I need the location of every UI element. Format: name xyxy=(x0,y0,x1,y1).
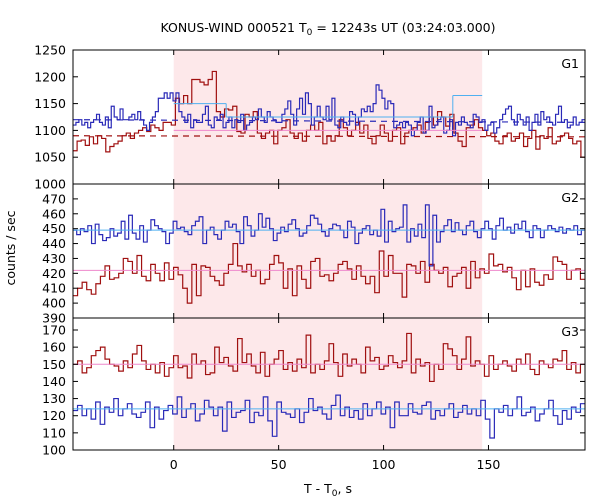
y-tick-label: 460 xyxy=(42,206,66,221)
y-tick-label: 420 xyxy=(42,266,66,281)
panel-label: G3 xyxy=(561,324,579,339)
y-tick-label: 150 xyxy=(42,357,66,372)
series-dark-red xyxy=(73,332,585,383)
y-tick-label: 1150 xyxy=(34,96,66,111)
y-tick-label: 140 xyxy=(42,374,66,389)
y-tick-label: 1250 xyxy=(34,43,66,58)
y-tick-label: 1200 xyxy=(34,69,66,84)
y-tick-label: 160 xyxy=(42,340,66,355)
y-tick-label: 120 xyxy=(42,408,66,423)
y-tick-label: 1050 xyxy=(34,150,66,165)
panel-label: G1 xyxy=(561,56,579,71)
panel-g1: 1000 1050 1100 1150 1200 1250 G1 xyxy=(34,43,586,192)
x-tick-label: 150 xyxy=(477,457,501,472)
title-main: KONUS-WIND 000521 T xyxy=(160,20,306,35)
x-tick-label: 50 xyxy=(271,457,287,472)
series-dark-red xyxy=(73,70,585,158)
chart-title: KONUS-WIND 000521 T0 = 12243s UT (03:24:… xyxy=(160,20,495,38)
y-tick-label: 400 xyxy=(42,296,66,311)
y-tick-label: 410 xyxy=(42,281,66,296)
y-tick-label: 1000 xyxy=(34,177,66,192)
y-tick-label: 430 xyxy=(42,251,66,266)
series-blue xyxy=(73,394,585,439)
y-tick-label: 390 xyxy=(42,311,66,326)
series-blue xyxy=(73,204,585,267)
series-blue xyxy=(73,84,585,137)
panel-g3: 100 110 120 130 140 150 160 170 G3 xyxy=(42,317,586,458)
y-tick-label: 100 xyxy=(42,443,66,458)
y-axis-label: counts / sec xyxy=(3,210,18,285)
background-level-blue xyxy=(72,119,586,123)
plot-panels: 100010501100115012001250G139040041042043… xyxy=(34,43,586,472)
title-sub: 0 xyxy=(307,28,313,38)
xlabel-sub: 0 xyxy=(332,489,338,499)
title-rest: = 12243s UT (03:24:03.000) xyxy=(312,20,495,35)
y-tick-label: 440 xyxy=(42,236,66,251)
y-tick-label: 470 xyxy=(42,191,66,206)
y-tick-label: 110 xyxy=(42,425,66,440)
panel-frame xyxy=(72,317,586,451)
x-tick-label: 100 xyxy=(372,457,396,472)
x-axis-label: T - T0, s xyxy=(303,481,352,499)
y-tick-label: 170 xyxy=(42,323,66,338)
y-tick-label: 130 xyxy=(42,391,66,406)
x-tick-label: 0 xyxy=(170,457,178,472)
y-tick-label: 450 xyxy=(42,221,66,236)
y-tick-label: 1100 xyxy=(34,123,66,138)
xlabel-main: T - T xyxy=(303,481,332,496)
series-dark-red xyxy=(73,242,585,304)
shaded-interval xyxy=(173,318,483,450)
background-level-dark-red xyxy=(72,135,586,138)
shaded-interval xyxy=(173,184,483,318)
panel-label: G2 xyxy=(561,190,579,205)
xlabel-rest: , s xyxy=(338,481,352,496)
